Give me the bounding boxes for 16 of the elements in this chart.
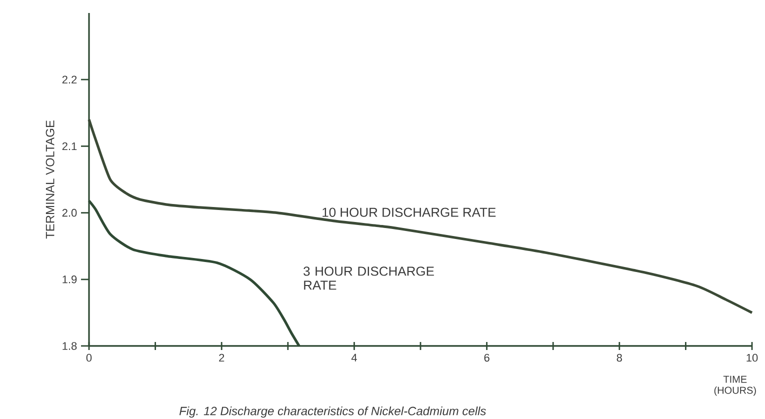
y-tick-label: 1.8: [62, 342, 77, 350]
x-tick-label: 6: [484, 354, 490, 362]
x-tick-label: 8: [616, 354, 622, 362]
x-tick-label: 2: [219, 354, 224, 362]
series-label: 10 HOUR DISCHARGE RATE: [322, 208, 496, 217]
x-axis-title: TIME (HOURS): [714, 376, 756, 396]
x-tick-label: 0: [86, 354, 92, 362]
x-tick-label: 10: [746, 354, 758, 362]
caption: Fig. 12 Discharge characteristics of Nickel-Cadmium cells: [179, 406, 486, 418]
y-tick-label: 2.0: [62, 208, 77, 217]
y-axis-title: TERMINAL VOLTAGE: [46, 120, 54, 239]
y-tick-label: 2.2: [62, 76, 77, 84]
x-tick-label: 4: [351, 354, 357, 362]
y-tick-label: 2.1: [62, 142, 77, 150]
text: 3 HOUR DISCHARGE RATE: [304, 266, 434, 290]
y-tick-label: 1.9: [62, 276, 77, 284]
